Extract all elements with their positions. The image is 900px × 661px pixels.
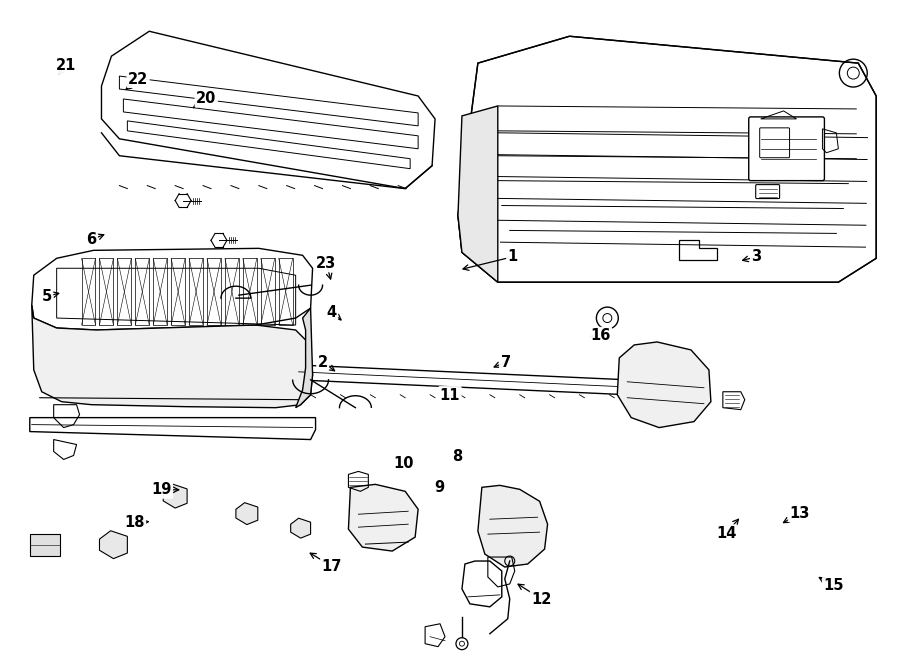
Polygon shape: [478, 485, 547, 567]
Text: 16: 16: [590, 329, 611, 343]
Text: 10: 10: [393, 456, 414, 471]
Polygon shape: [163, 484, 187, 508]
Polygon shape: [32, 249, 312, 330]
Polygon shape: [236, 502, 257, 525]
Polygon shape: [102, 31, 435, 188]
Text: 20: 20: [196, 91, 216, 106]
Polygon shape: [458, 36, 877, 282]
Text: 9: 9: [434, 480, 445, 494]
Text: 3: 3: [752, 249, 761, 264]
Text: 7: 7: [500, 354, 510, 369]
Text: 23: 23: [316, 256, 337, 271]
Polygon shape: [100, 531, 128, 559]
Polygon shape: [30, 534, 59, 556]
FancyBboxPatch shape: [749, 117, 824, 180]
Polygon shape: [348, 485, 418, 551]
Text: 13: 13: [789, 506, 810, 521]
Polygon shape: [291, 518, 310, 538]
Text: 11: 11: [440, 387, 460, 403]
Text: 2: 2: [318, 354, 328, 369]
Text: 1: 1: [508, 249, 518, 264]
Text: 5: 5: [41, 289, 52, 304]
Text: 22: 22: [128, 71, 148, 87]
Text: 4: 4: [327, 305, 337, 319]
Text: 21: 21: [56, 58, 76, 73]
Text: 18: 18: [124, 515, 145, 530]
Polygon shape: [617, 342, 711, 428]
Text: 12: 12: [531, 592, 552, 607]
Polygon shape: [458, 106, 498, 282]
Text: 19: 19: [151, 483, 172, 497]
Text: 6: 6: [86, 232, 96, 247]
Text: 14: 14: [716, 525, 736, 541]
Text: 17: 17: [321, 559, 342, 574]
Polygon shape: [296, 308, 312, 408]
Text: 8: 8: [452, 449, 463, 465]
Text: 15: 15: [824, 578, 844, 594]
Polygon shape: [32, 305, 312, 408]
Polygon shape: [30, 418, 316, 440]
Polygon shape: [296, 365, 627, 395]
